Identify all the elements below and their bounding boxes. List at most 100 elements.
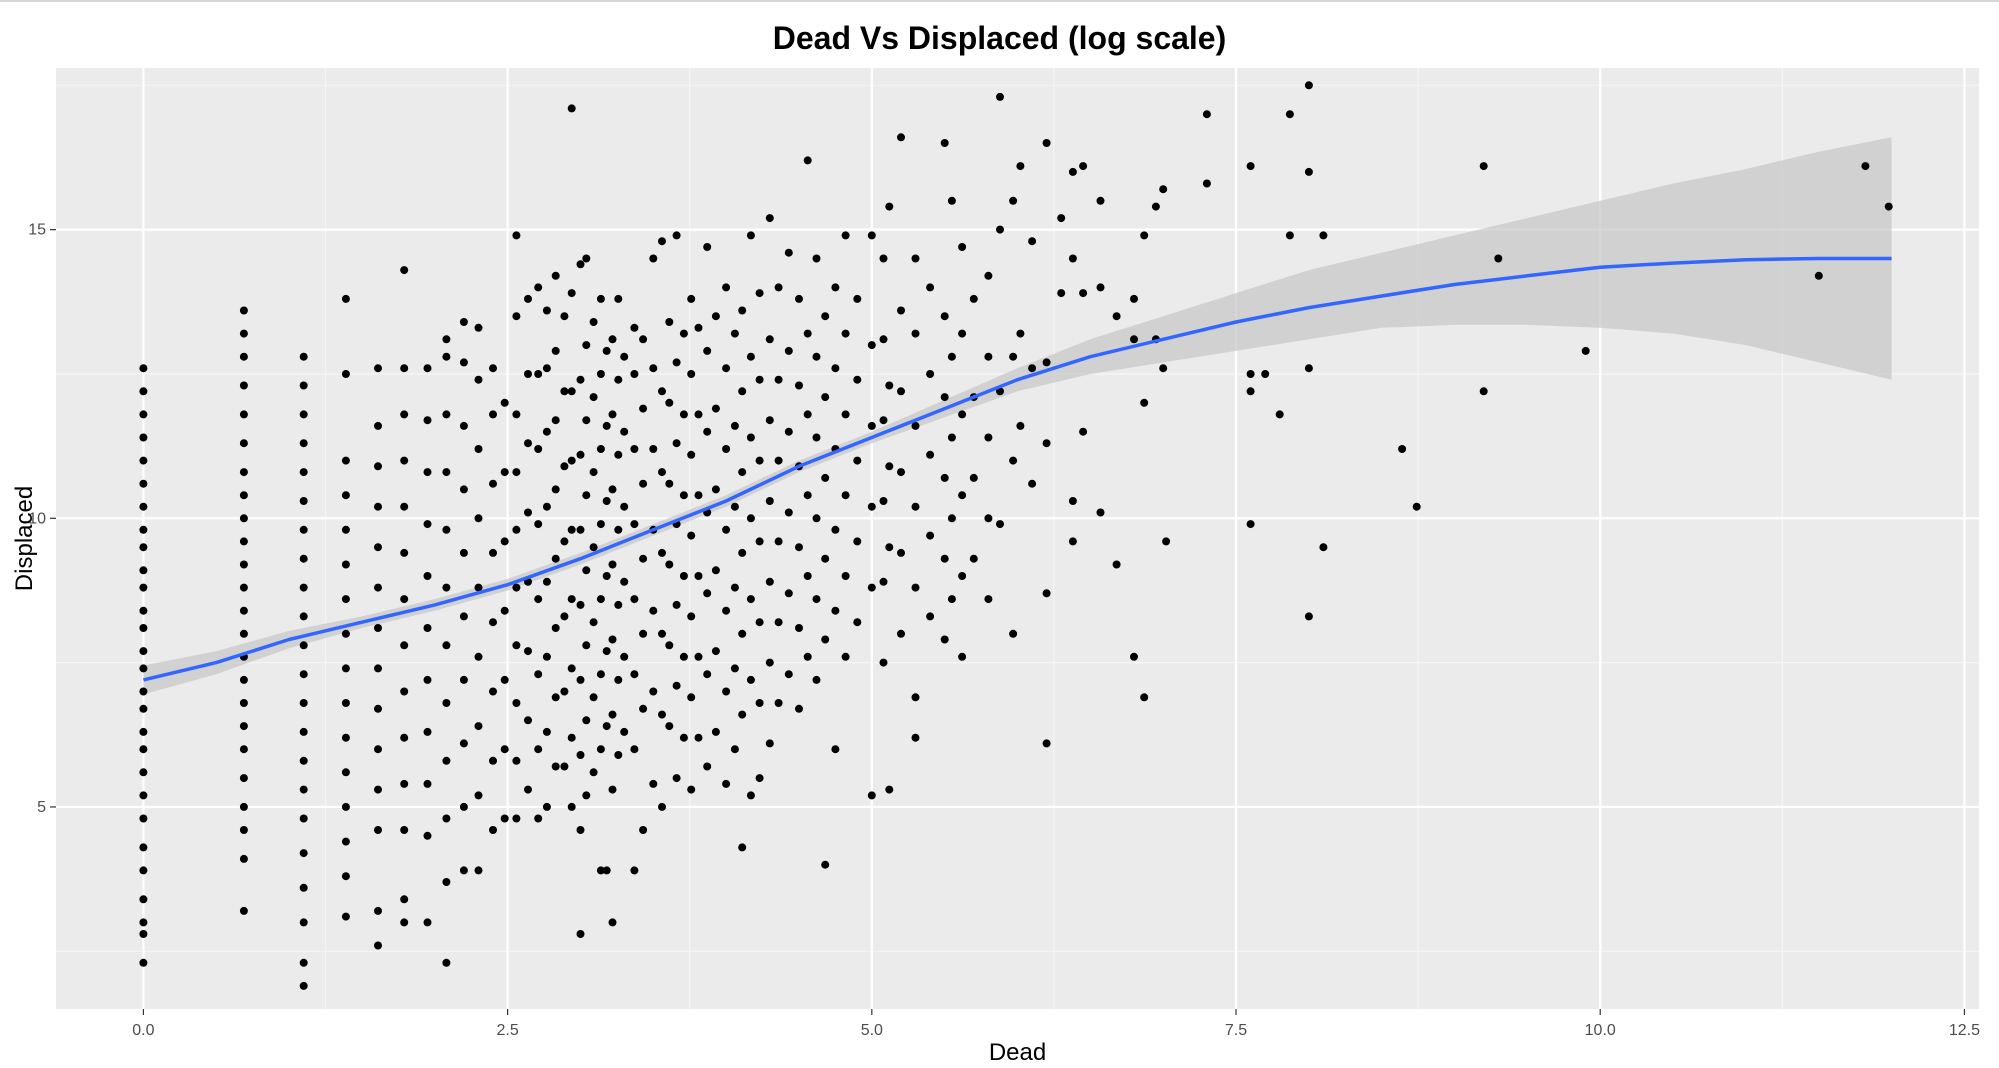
data-point	[774, 456, 783, 465]
data-point	[139, 364, 148, 373]
data-point	[746, 791, 755, 800]
data-point	[722, 779, 731, 788]
data-point	[489, 687, 497, 696]
data-point	[576, 600, 585, 609]
data-point	[139, 606, 148, 615]
data-point	[1016, 421, 1025, 430]
data-point	[1159, 364, 1168, 373]
data-point	[400, 779, 409, 788]
data-point	[489, 756, 497, 765]
data-point	[658, 468, 666, 477]
data-point	[1057, 214, 1066, 223]
data-point	[614, 600, 623, 609]
data-point	[299, 583, 308, 592]
data-point	[630, 670, 639, 679]
data-point	[239, 306, 248, 315]
data-point	[649, 606, 658, 615]
data-point	[442, 335, 451, 344]
data-point	[738, 468, 747, 477]
data-point	[672, 681, 681, 690]
data-point	[582, 341, 591, 350]
x-tick-label: 10.0	[1585, 1022, 1616, 1039]
data-point	[1130, 652, 1138, 661]
data-point	[984, 433, 993, 442]
data-point	[911, 329, 920, 338]
data-point	[911, 693, 920, 702]
data-point	[1096, 196, 1105, 205]
data-point	[614, 675, 623, 684]
data-point	[722, 445, 731, 453]
data-point	[423, 416, 432, 425]
data-point	[602, 572, 611, 580]
data-point	[1884, 202, 1893, 211]
data-point	[596, 370, 605, 378]
data-point	[879, 577, 888, 586]
data-point	[239, 629, 248, 638]
data-point	[841, 652, 850, 661]
data-point	[746, 595, 755, 604]
data-point	[567, 387, 576, 396]
data-point	[730, 745, 739, 754]
data-point	[841, 329, 850, 338]
data-point	[1130, 294, 1138, 303]
data-point	[512, 468, 521, 477]
data-point	[841, 410, 850, 419]
data-point	[1162, 537, 1171, 546]
data-point	[551, 416, 560, 425]
data-point	[500, 468, 509, 477]
data-points	[139, 81, 1893, 990]
data-point	[239, 675, 248, 684]
data-point	[958, 243, 967, 251]
data-point	[524, 294, 532, 303]
data-point	[400, 687, 409, 696]
data-point	[672, 231, 681, 240]
data-point	[630, 866, 639, 875]
data-point	[885, 202, 894, 211]
data-point	[665, 398, 674, 407]
data-point	[239, 468, 248, 477]
data-point	[139, 727, 148, 736]
data-point	[576, 930, 585, 938]
data-point	[665, 318, 674, 326]
data-point	[821, 473, 830, 482]
data-point	[687, 450, 696, 459]
data-point	[139, 410, 148, 419]
data-point	[703, 243, 712, 251]
data-point	[703, 427, 712, 436]
data-point	[679, 410, 688, 419]
data-point	[755, 537, 764, 546]
data-point	[589, 393, 598, 402]
data-point	[1068, 167, 1077, 176]
x-axis-title: Dead	[989, 1039, 1046, 1066]
data-point	[755, 456, 764, 465]
data-point	[969, 473, 978, 482]
data-point	[639, 629, 648, 638]
data-point	[630, 520, 639, 529]
data-point	[1112, 560, 1121, 569]
data-point	[1009, 629, 1018, 638]
data-point	[885, 785, 894, 794]
data-point	[867, 421, 876, 430]
data-point	[1246, 387, 1255, 396]
data-point	[459, 739, 468, 748]
data-point	[841, 572, 850, 580]
data-point	[958, 572, 967, 580]
data-point	[630, 370, 639, 378]
data-point	[947, 196, 956, 205]
data-point	[560, 462, 569, 471]
data-point	[897, 629, 905, 638]
data-point	[139, 456, 148, 465]
data-point	[774, 283, 783, 292]
data-point	[1285, 231, 1294, 240]
data-point	[1202, 110, 1211, 119]
data-point	[608, 918, 617, 927]
data-point	[947, 433, 956, 442]
data-point	[841, 491, 850, 500]
data-point	[738, 306, 747, 315]
data-point	[500, 745, 509, 754]
data-point	[442, 468, 451, 477]
data-point	[596, 445, 605, 453]
data-point	[608, 560, 617, 569]
data-point	[879, 658, 888, 667]
data-point	[841, 231, 850, 240]
